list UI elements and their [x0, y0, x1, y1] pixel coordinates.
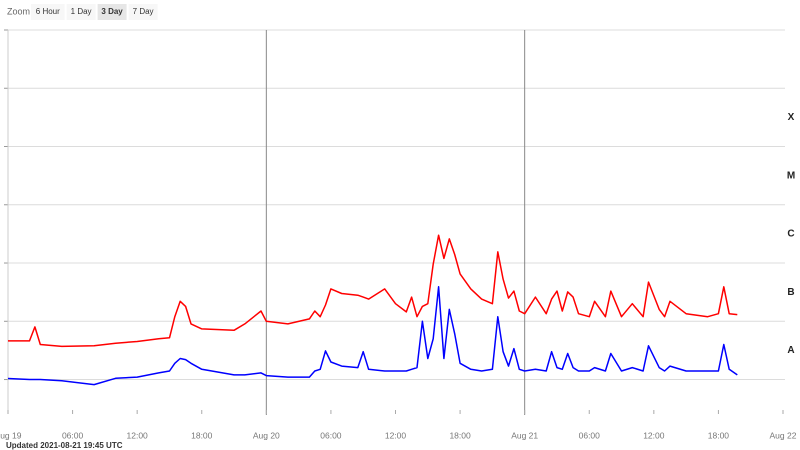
flux-line — [8, 234, 738, 348]
zoom-button-label[interactable]: 7 Day — [133, 7, 154, 16]
zoom-button[interactable] — [128, 4, 158, 20]
x-tick-label: 12:00 — [385, 430, 407, 440]
zoom-button[interactable] — [97, 4, 127, 20]
x-tick-label: Aug 20 — [253, 430, 280, 440]
zoom-button-label[interactable]: 3 Day — [101, 7, 123, 16]
x-tick-label: 18:00 — [449, 430, 471, 440]
class-label: B — [787, 287, 794, 298]
x-tick-label: 18:00 — [191, 430, 213, 440]
x-tick-label: Aug 19 — [0, 430, 22, 440]
zoom-button-label[interactable]: 6 Hour — [36, 7, 60, 16]
flux-line — [7, 286, 738, 386]
zoom-button-label[interactable]: 1 Day — [71, 7, 92, 16]
class-label: C — [787, 229, 794, 240]
x-tick-label: 18:00 — [708, 430, 730, 440]
x-tick-label: 06:00 — [579, 430, 601, 440]
zoom-button[interactable] — [31, 4, 65, 20]
class-label: X — [788, 112, 795, 123]
class-label: M — [787, 170, 795, 181]
class-label: A — [787, 345, 794, 356]
x-tick-label: 06:00 — [320, 430, 342, 440]
zoom-label: Zoom — [7, 6, 30, 16]
x-tick-label: Aug 21 — [511, 430, 538, 440]
x-tick-label: 12:00 — [643, 430, 665, 440]
x-tick-label: 06:00 — [62, 430, 84, 440]
x-tick-label: Aug 22 — [770, 430, 797, 440]
zoom-button[interactable] — [66, 4, 96, 20]
x-tick-label: 12:00 — [127, 430, 149, 440]
updated-note: Updated 2021-08-21 19:45 UTC — [6, 441, 123, 450]
